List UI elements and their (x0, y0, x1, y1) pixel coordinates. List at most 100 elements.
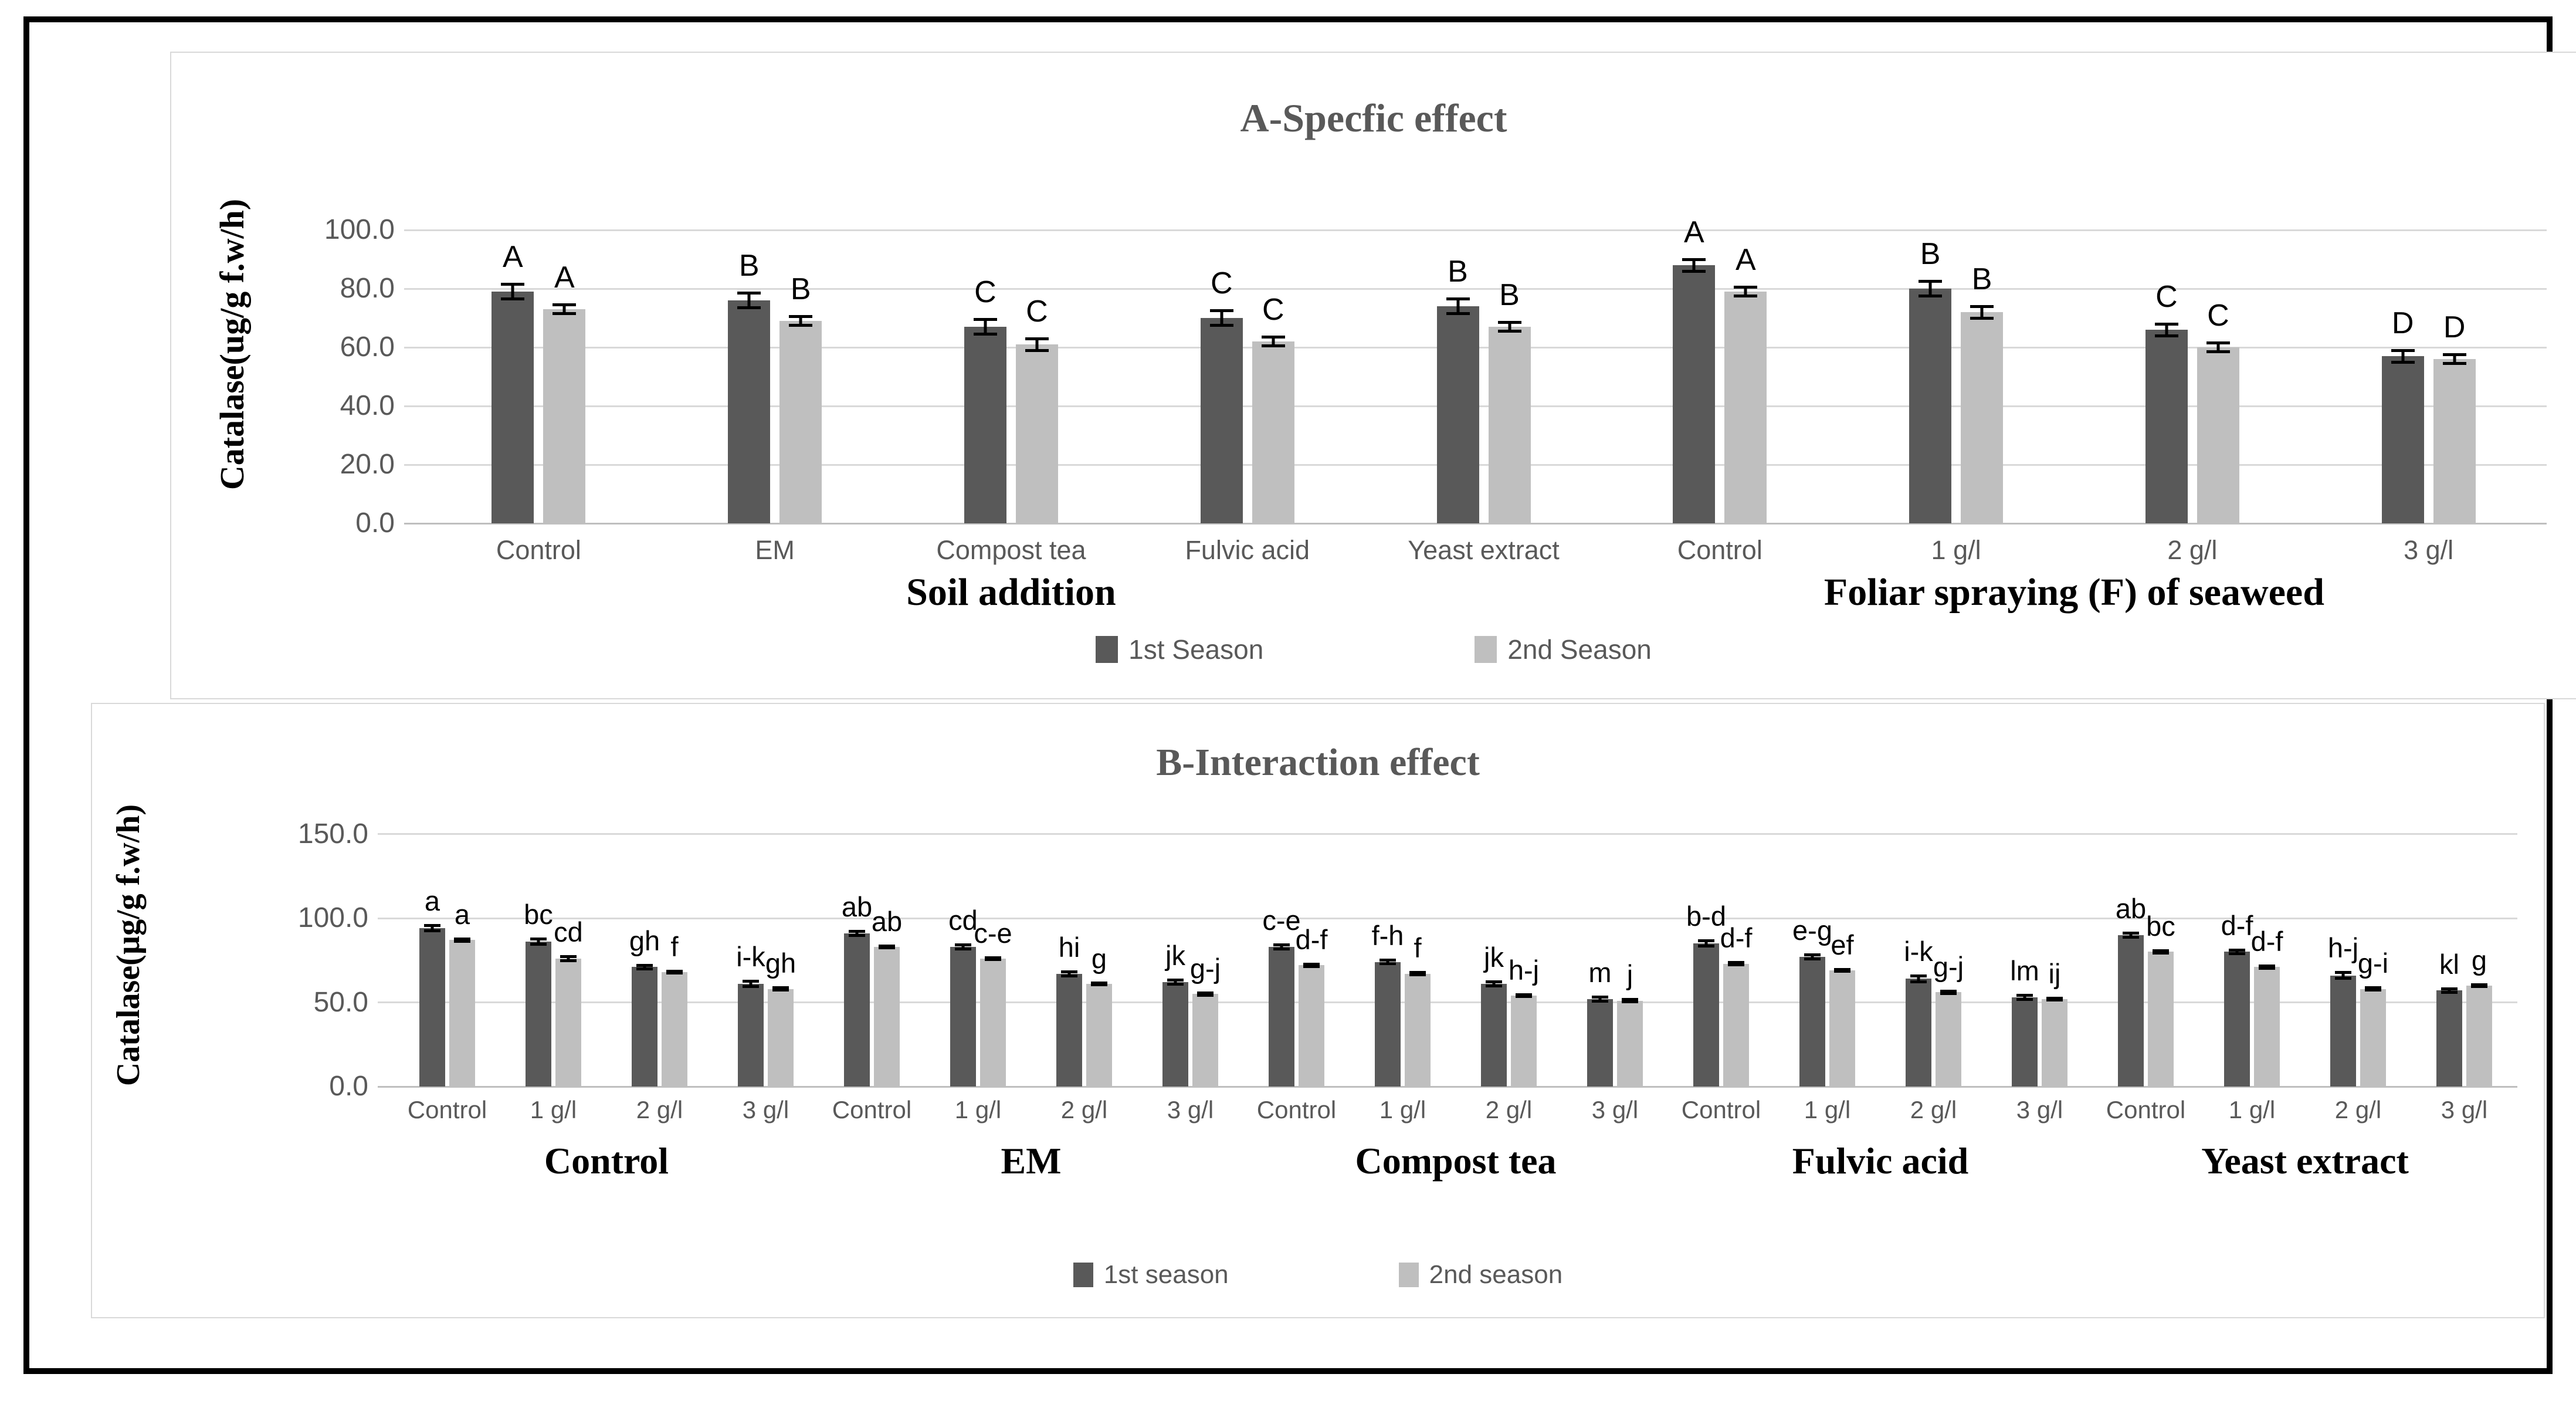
legend-label: 1st Season (1128, 634, 1264, 665)
bar-group: kl g (2411, 804, 2517, 1087)
bar-1st-season (844, 933, 870, 1087)
bar-2nd-season (1086, 984, 1112, 1087)
x-tick-label: 1 g/l (1931, 535, 1981, 565)
significance-letter: h-j (1508, 954, 1540, 986)
significance-letter: m (1588, 957, 1612, 989)
x-tick-label: 3 g/l (2404, 535, 2454, 565)
bar-2nd-season (1723, 963, 1749, 1087)
x-group-label: Compost tea (1355, 1140, 1557, 1182)
error-bar (1025, 337, 1049, 352)
significance-letter: f-h (1371, 919, 1404, 951)
legend-item: 1st Season (1096, 634, 1263, 665)
gridline (404, 287, 2547, 290)
legend-item: 2nd Season (1475, 634, 1652, 665)
bar-1st-season (1269, 946, 1294, 1087)
x-tick-label: 1 g/l (954, 1096, 1002, 1123)
legend-swatch (1398, 1263, 1419, 1287)
significance-letter: h-j (2327, 932, 2359, 964)
bar-1st-season (728, 300, 771, 523)
x-tick-label: 2 g/l (636, 1096, 683, 1123)
y-tick-label: 150.0 (297, 818, 368, 850)
significance-letter: C (1210, 266, 1233, 300)
significance-letter: d-f (2221, 909, 2253, 941)
plot-area: 150.0 100.0 50.0 0.0 a a bc cd gh f i-k gh ab ab cd c-e… (298, 804, 2517, 1102)
significance-letter: C (974, 275, 996, 309)
significance-letter: a (454, 899, 470, 930)
bar-group: lm ij (1987, 804, 2093, 1087)
significance-letter: f (670, 930, 679, 962)
gridline (378, 917, 2517, 919)
significance-letter: ij (2048, 957, 2061, 989)
gridline (404, 522, 2547, 524)
significance-letter: cd (948, 905, 978, 936)
bar-2nd-season (2197, 347, 2239, 523)
x-tick-label: Control (407, 1096, 487, 1123)
x-tick-label: EM (755, 535, 795, 565)
bar-1st-season (2145, 330, 2188, 523)
bar-1st-season (1693, 943, 1719, 1087)
error-bar (530, 938, 547, 946)
significance-letter: jk (1484, 942, 1504, 973)
bar-1st-season (950, 946, 976, 1087)
bar-2nd-season (874, 946, 900, 1087)
significance-letter: A (503, 240, 523, 274)
gridline (378, 1001, 2517, 1004)
bar-group: ab ab (819, 804, 925, 1087)
bar-2nd-season (2254, 967, 2280, 1087)
significance-letter: lm (2010, 955, 2039, 987)
significance-letter: e-g (1792, 915, 1832, 946)
error-bar (560, 955, 577, 962)
bar-2nd-season (2466, 985, 2492, 1087)
bar-1st-season (2330, 975, 2356, 1087)
error-bar (2046, 996, 2063, 1002)
x-group-labels: Control EM Compost tea Fulvic acid Yeast ext… (394, 1139, 2517, 1192)
legend-item: 2nd season (1398, 1260, 1562, 1290)
significance-letter: B (1499, 278, 1520, 312)
bar-1st-season (1799, 957, 1825, 1087)
y-axis-title: Catalase(ug/g f.w/h) (213, 198, 251, 490)
significance-letter: ab (2115, 893, 2147, 925)
x-tick-label: 2 g/l (1910, 1096, 1957, 1123)
x-group-label: EM (1001, 1140, 1062, 1182)
x-group-label: Yeast extract (2201, 1140, 2409, 1182)
error-bar (1592, 996, 1608, 1003)
error-bar (1497, 321, 1521, 333)
error-bar (1516, 993, 1532, 999)
significance-letter: g-j (1933, 951, 1964, 983)
x-tick-label: 1 g/l (1379, 1096, 1426, 1123)
x-tick-label: 3 g/l (1591, 1096, 1639, 1123)
error-bar (1834, 967, 1850, 973)
error-bar (666, 969, 683, 975)
error-bar (1197, 991, 1214, 997)
significance-letter: A (1735, 243, 1756, 277)
error-bar (1261, 336, 1285, 347)
bar-2nd-season (543, 309, 586, 523)
bar-2nd-season (1936, 992, 1961, 1087)
significance-letter: c-e (974, 917, 1012, 949)
bar-group: ab bc (2093, 804, 2199, 1087)
bar-2nd-season (1299, 965, 1324, 1087)
error-bar (2442, 353, 2466, 365)
bar-2nd-season (1015, 344, 1058, 523)
error-bar (1091, 981, 1107, 987)
y-tick-label: 100.0 (324, 214, 395, 245)
bar-2nd-season (2042, 999, 2067, 1087)
error-bar (1061, 970, 1077, 977)
bar-group: b-d d-f (1668, 804, 1774, 1087)
gridline (378, 833, 2517, 835)
bar-group: jk h-j (1456, 804, 1562, 1087)
bar-group: i-k g-j (1880, 804, 1987, 1087)
chart-a-specific-effect-panel: A-Specfic effect Catalase(ug/g f.w/h) 100.… (170, 52, 2576, 699)
bar-2nd-season (2433, 359, 2476, 523)
error-bar (1303, 963, 1320, 968)
significance-letter: gh (629, 925, 660, 956)
significance-letter: ab (871, 905, 903, 937)
bar-2nd-season (1961, 312, 2004, 523)
bar-1st-season (1375, 962, 1401, 1087)
error-bar (2154, 322, 2178, 337)
